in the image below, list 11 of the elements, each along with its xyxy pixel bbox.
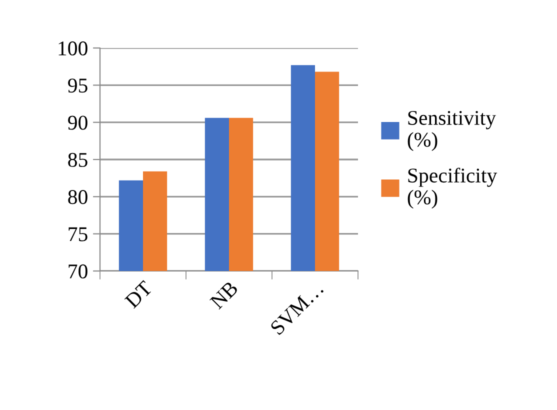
- y-tick-label: 85: [68, 152, 88, 167]
- legend-label: Sensitivity (%): [408, 110, 496, 152]
- x-tick-label: DT: [124, 280, 154, 309]
- y-tick-label: 100: [58, 41, 88, 56]
- legend-label: Specificity (%): [408, 168, 498, 209]
- y-tick-label: 95: [68, 78, 88, 93]
- y-tick-label: 75: [68, 227, 88, 242]
- y-tick-label: 80: [68, 190, 88, 204]
- y-tick-label: 90: [68, 116, 88, 130]
- y-tick-label: 70: [68, 264, 88, 278]
- x-tick-label: NB: [210, 280, 239, 310]
